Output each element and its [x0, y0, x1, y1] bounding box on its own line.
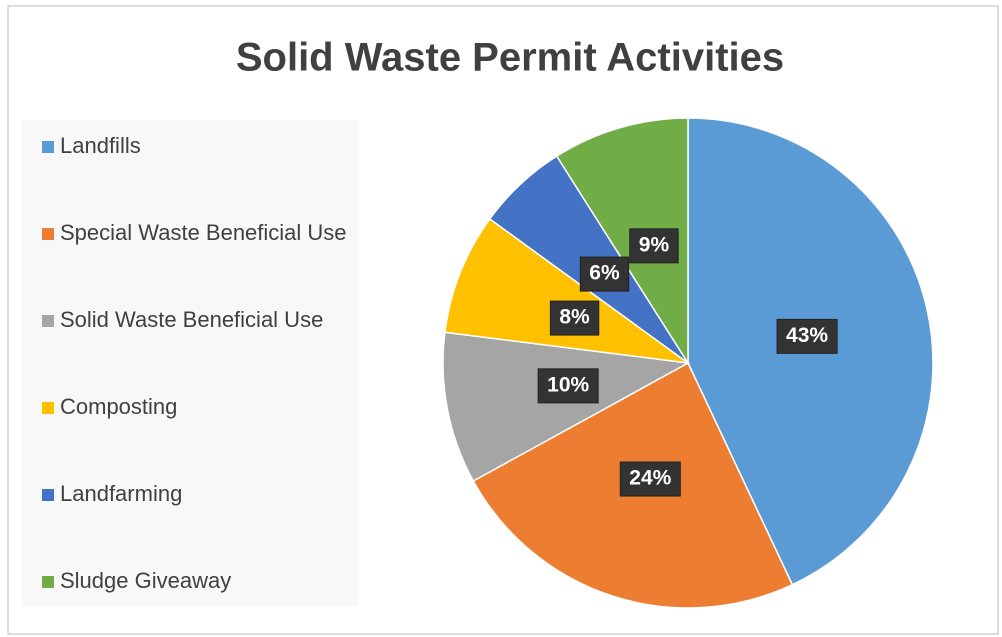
- chart-title: Solid Waste Permit Activities: [236, 36, 784, 80]
- frame: [7, 5, 999, 635]
- data-label-text: 24%: [629, 467, 671, 490]
- legend-label: Sludge Giveaway: [60, 568, 232, 593]
- legend: Landfills Special Waste Beneficial Use Sol…: [22, 120, 358, 606]
- legend-label: Special Waste Beneficial Use: [60, 220, 347, 245]
- data-label-text: 6%: [589, 262, 620, 285]
- legend-label: Landfarming: [60, 481, 183, 506]
- data-label-text: 43%: [786, 324, 828, 347]
- data-label-box: [619, 461, 681, 497]
- data-label-box: [579, 256, 630, 292]
- data-label-box: [537, 368, 599, 404]
- pie-slice: [555, 117, 689, 366]
- legend-swatch: [42, 228, 54, 240]
- legend-swatch: [42, 315, 54, 327]
- legend-swatch: [42, 402, 54, 414]
- data-label-box: [629, 228, 679, 264]
- legend-label: Composting: [60, 394, 178, 419]
- legend-swatch: [42, 576, 54, 588]
- pie-slice: [442, 331, 691, 483]
- legend-swatch: [42, 489, 54, 501]
- legend-label: Landfills: [60, 133, 141, 158]
- data-label-text: 8%: [559, 306, 590, 329]
- legend-swatch: [42, 141, 54, 153]
- pie-slice: [444, 217, 689, 364]
- data-label-box: [549, 300, 600, 336]
- data-label-box: [776, 318, 838, 354]
- data-label-text: 9%: [639, 233, 670, 256]
- data-label-text: 10%: [547, 373, 589, 396]
- legend-label: Solid Waste Beneficial Use: [60, 307, 324, 332]
